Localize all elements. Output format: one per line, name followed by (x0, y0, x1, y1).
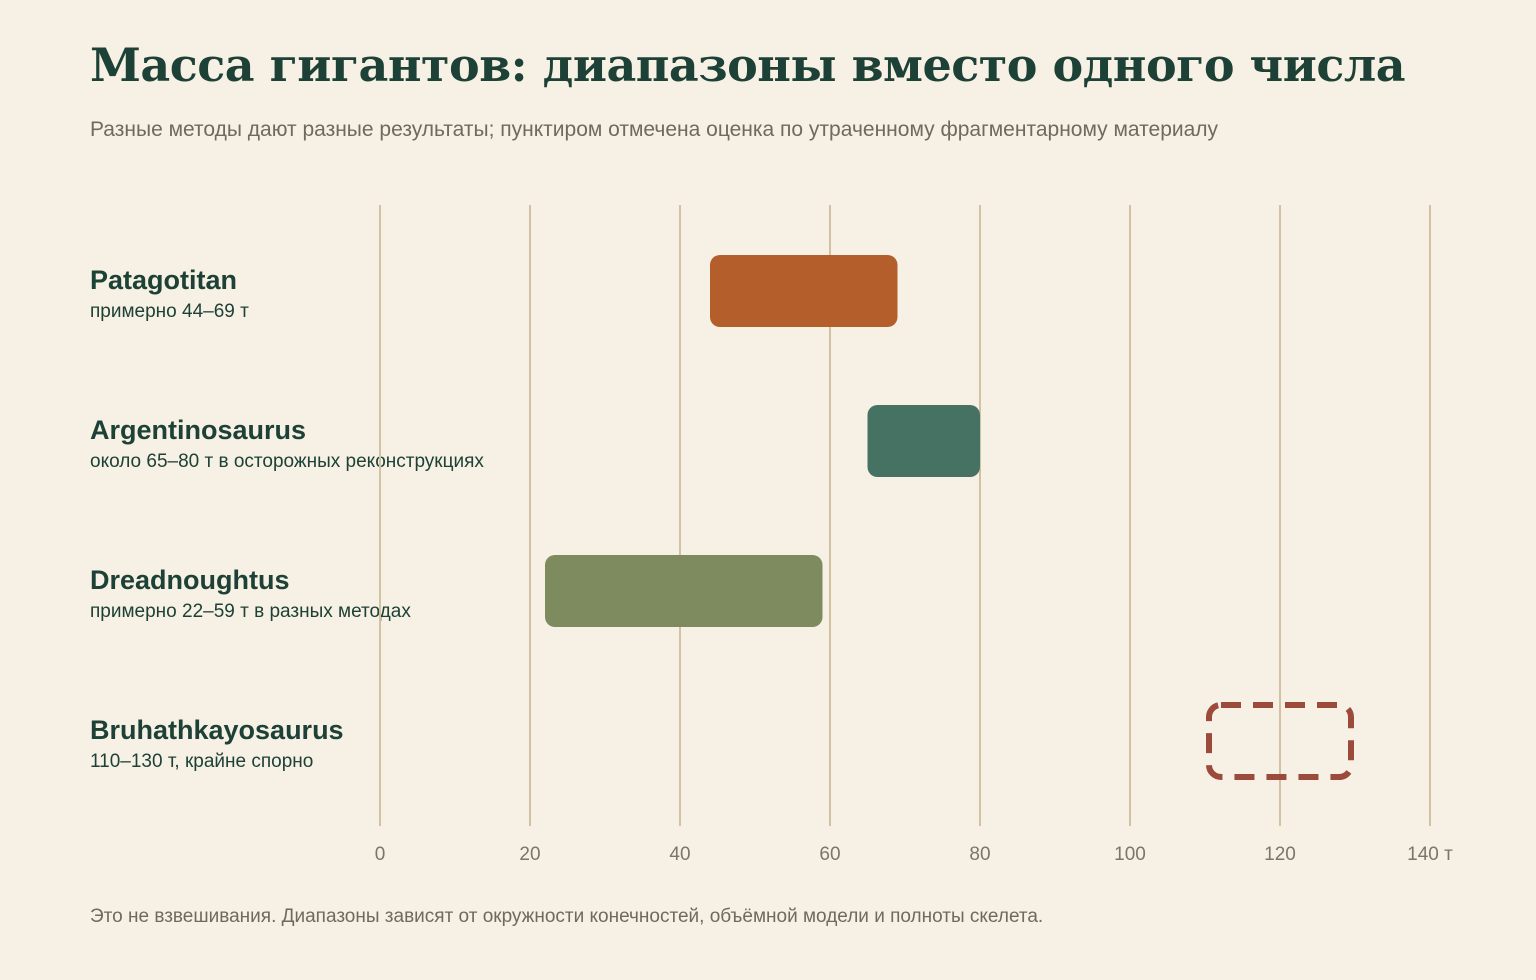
species-name: Bruhathkayosaurus (90, 715, 344, 745)
x-tick-label: 140 т (1407, 844, 1453, 865)
row-label-patagotitan: Patagotitan примерно 44–69 т (90, 265, 249, 323)
species-name: Argentinosaurus (90, 415, 307, 445)
x-tick-label: 80 (969, 844, 990, 865)
x-tick-label: 40 (669, 844, 690, 865)
range-bar-dreadnoughtus (545, 555, 823, 627)
chart-subtitle: Разные методы дают разные результаты; пу… (90, 118, 1219, 141)
row-label-bruhathkayosaurus: Bruhathkayosaurus 110–130 т, крайне спор… (90, 715, 344, 773)
range-bar-patagotitan (710, 255, 898, 327)
species-range-note: примерно 44–69 т (90, 301, 249, 322)
footnote: Это не взвешивания. Диапазоны зависят от… (90, 906, 1044, 927)
x-tick-label: 60 (819, 844, 840, 865)
row-label-dreadnoughtus: Dreadnoughtus примерно 22–59 т в разных … (90, 565, 411, 623)
x-tick-label: 0 (375, 844, 386, 865)
x-tick-label: 20 (519, 844, 540, 865)
species-range-note: примерно 22–59 т в разных методах (90, 601, 411, 622)
chart-title: Масса гигантов: диапазоны вместо одного … (90, 38, 1406, 92)
row-label-argentinosaurus: Argentinosaurus около 65–80 т в осторожн… (90, 415, 484, 473)
x-tick-label: 100 (1114, 844, 1146, 865)
species-name: Dreadnoughtus (90, 565, 290, 595)
species-range-note: около 65–80 т в осторожных реконструкция… (90, 451, 484, 472)
range-bar-bruhathkayosaurus (1206, 702, 1354, 780)
species-name: Patagotitan (90, 265, 238, 295)
species-range-note: 110–130 т, крайне спорно (90, 751, 314, 772)
range-bar-argentinosaurus (867, 405, 980, 477)
x-tick-label: 120 (1264, 844, 1296, 865)
